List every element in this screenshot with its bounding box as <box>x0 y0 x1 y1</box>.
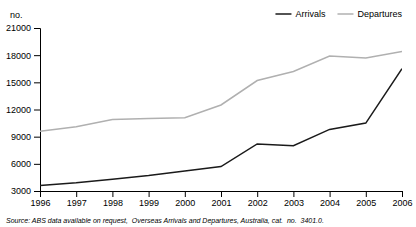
x-tick-mark <box>402 191 403 197</box>
y-tick: 9000 <box>11 132 40 142</box>
y-tick: 15000 <box>6 78 40 88</box>
x-tick: 2001 <box>211 191 231 208</box>
y-tick-label: 12000 <box>6 105 31 115</box>
x-tick: 2003 <box>284 191 304 208</box>
x-tick: 2005 <box>356 191 376 208</box>
x-tick-label: 1998 <box>103 198 123 208</box>
x-tick-label: 1999 <box>139 198 159 208</box>
series-line <box>40 69 402 186</box>
source-note: Source: ABS data available on request, O… <box>6 217 324 225</box>
y-tick-label: 18000 <box>6 51 31 61</box>
x-tick-mark <box>149 191 150 197</box>
x-axis-line <box>41 192 403 198</box>
x-tick-mark <box>293 191 294 197</box>
x-tick-mark <box>221 191 222 197</box>
y-axis-line <box>34 29 41 192</box>
lines <box>40 52 402 186</box>
y-tick: 6000 <box>11 159 40 169</box>
legend-swatch <box>337 13 353 15</box>
x-tick-mark <box>366 191 367 197</box>
legend-label: Arrivals <box>295 9 326 19</box>
y-tick-mark <box>34 164 40 165</box>
x-tick: 2006 <box>392 191 412 208</box>
y-tick-label: 15000 <box>6 78 31 88</box>
x-tick-mark <box>112 191 113 197</box>
y-tick: 3000 <box>11 186 40 196</box>
y-tick-mark <box>34 28 40 29</box>
y-axis: 3000 6000 9000 12000 15000 18000 21000 <box>6 23 41 196</box>
legend-item: Arrivals <box>275 9 326 19</box>
x-tick-label: 2005 <box>356 198 376 208</box>
y-tick: 18000 <box>6 51 40 61</box>
x-tick-mark <box>257 191 258 197</box>
x-tick-mark <box>185 191 186 197</box>
y-tick-mark <box>34 55 40 56</box>
x-tick: 2002 <box>248 191 268 208</box>
y-tick-mark <box>34 191 40 192</box>
y-tick-mark <box>34 82 40 83</box>
x-tick-label: 2004 <box>320 198 340 208</box>
x-tick-label: 2002 <box>248 198 268 208</box>
legend: Arrivals Departures <box>275 9 402 19</box>
x-axis: 1996 1997 1998 1999 2000 2001 2002 2003 2004 2005… <box>30 191 412 208</box>
chart: 1996 1997 1998 1999 2000 2001 2002 2003 2004 2005… <box>0 0 416 227</box>
x-tick: 2000 <box>175 191 195 208</box>
legend-swatch <box>275 13 291 15</box>
y-axis-label: no. <box>10 10 23 20</box>
x-tick-label: 2000 <box>175 198 195 208</box>
x-tick-label: 1996 <box>30 198 50 208</box>
y-tick-mark <box>34 137 40 138</box>
x-tick-label: 2001 <box>211 198 231 208</box>
legend-label: Departures <box>357 9 402 19</box>
x-tick-label: 2003 <box>284 198 304 208</box>
series-line <box>40 52 402 132</box>
y-tick-label: 6000 <box>11 159 31 169</box>
x-tick: 1997 <box>67 191 87 208</box>
legend-item: Departures <box>337 9 402 19</box>
y-tick: 12000 <box>6 105 40 115</box>
x-tick: 1999 <box>139 191 159 208</box>
x-tick-mark <box>76 191 77 197</box>
x-tick-label: 2006 <box>392 198 412 208</box>
y-tick: 21000 <box>6 23 40 33</box>
y-tick-label: 9000 <box>11 132 31 142</box>
x-tick-mark <box>330 191 331 197</box>
x-tick-label: 1997 <box>67 198 87 208</box>
x-tick: 1996 <box>30 191 50 208</box>
y-tick-label: 3000 <box>11 186 31 196</box>
x-tick: 1998 <box>103 191 123 208</box>
plot: 1996 1997 1998 1999 2000 2001 2002 2003 2004 2005… <box>6 23 413 208</box>
y-tick-mark <box>34 110 40 111</box>
y-tick-label: 21000 <box>6 23 31 33</box>
x-tick: 2004 <box>320 191 340 208</box>
